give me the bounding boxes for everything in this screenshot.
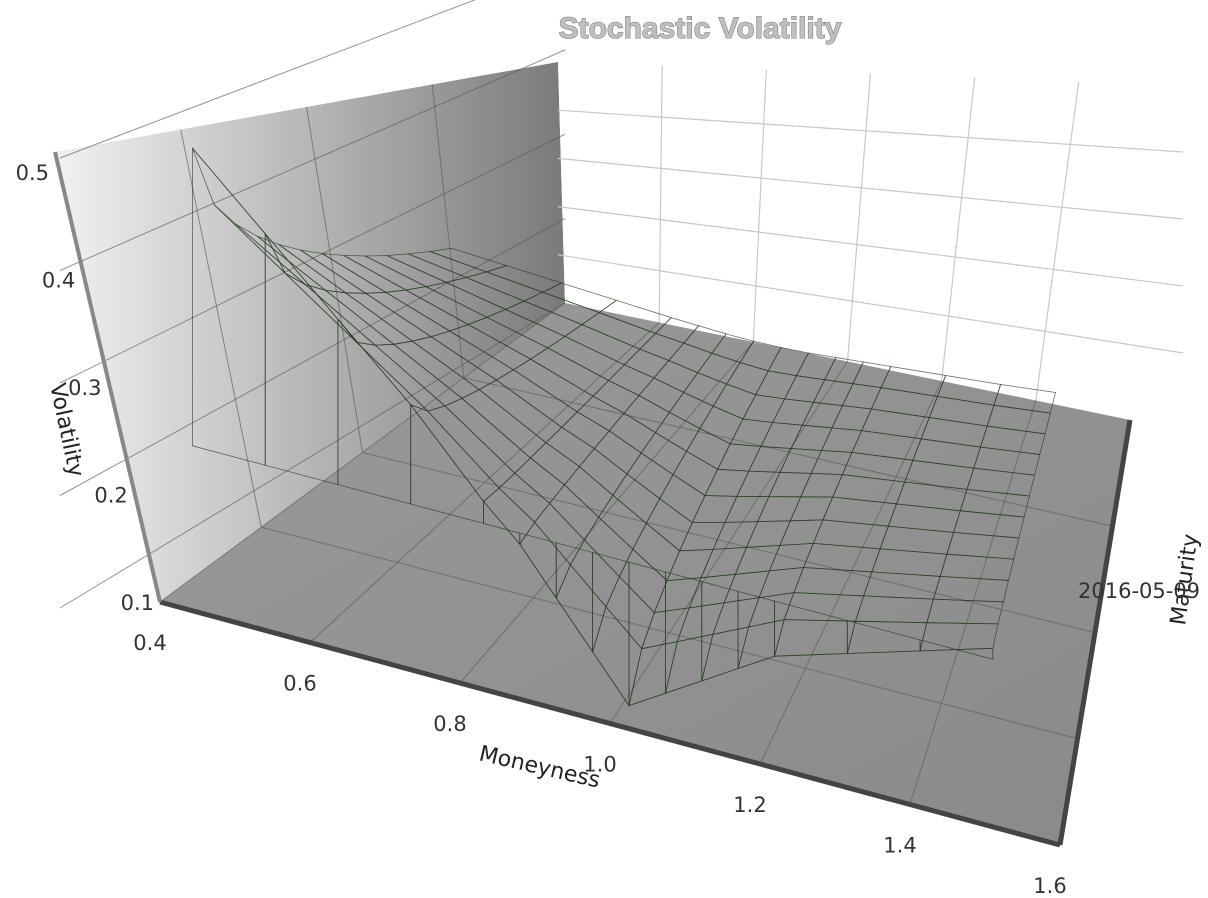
x-tick-label: 1.2 — [733, 793, 766, 817]
x-tick-label: 0.4 — [133, 631, 166, 655]
z-tick-label: 0.2 — [94, 484, 127, 508]
z-tick-label: 0.1 — [121, 591, 154, 615]
x-tick-label: 0.6 — [283, 672, 316, 696]
z-tick-labels: 0.1 0.2 0.3 0.4 0.5 — [16, 161, 154, 615]
y-axis-line — [1057, 419, 1133, 846]
left-wall-hline — [59, 133, 566, 384]
floor-gridlines — [159, 302, 1131, 846]
axes — [53, 151, 1133, 848]
volatility-surface — [191, 147, 1056, 707]
floor-t-gridline — [261, 526, 1078, 740]
surface-front-cell — [919, 639, 994, 660]
floor — [160, 303, 1130, 845]
back-wall-hline — [557, 157, 1184, 220]
chart-title: Stochastic Volatility — [559, 12, 842, 45]
left-wall-hline — [59, 218, 566, 496]
floor-t-gridline — [362, 452, 1096, 633]
y-tick-label: 2016-05-09 — [1078, 579, 1200, 603]
left-wall-hline — [59, 302, 566, 609]
x-tick-label: 1.6 — [1033, 874, 1066, 898]
back-wall-hline — [557, 254, 1184, 354]
x-tick-label: 1.0 — [583, 753, 616, 777]
x-tick-label: 0.8 — [433, 712, 466, 736]
back-wall-vline — [752, 69, 767, 343]
back-wall-vline — [846, 73, 872, 362]
wall-gridlines — [59, 0, 1184, 609]
left-wall-vline — [306, 106, 363, 453]
z-tick-label: 0.5 — [16, 161, 49, 185]
z-tick-label: 0.4 — [42, 269, 75, 293]
floor-t-gridline — [463, 377, 1113, 527]
x-axis-line — [159, 599, 1061, 848]
z-axis-line — [53, 151, 162, 603]
x-tick-label: 1.4 — [883, 834, 916, 858]
x-tick-labels: 0.4 0.6 0.8 1.0 1.2 1.4 1.6 — [133, 631, 1066, 898]
left-wall-hline — [59, 0, 476, 159]
back-wall-vline — [941, 77, 976, 382]
back-wall-hline — [557, 206, 1184, 287]
back-wall-vline — [1035, 81, 1080, 401]
left-wall-vline — [431, 84, 465, 378]
back-wall-vline — [658, 65, 663, 323]
y-tick-labels: 2016-05-09 — [1078, 579, 1200, 603]
z-tick-label: 0.3 — [68, 376, 101, 400]
left-wall-hline — [59, 49, 566, 271]
